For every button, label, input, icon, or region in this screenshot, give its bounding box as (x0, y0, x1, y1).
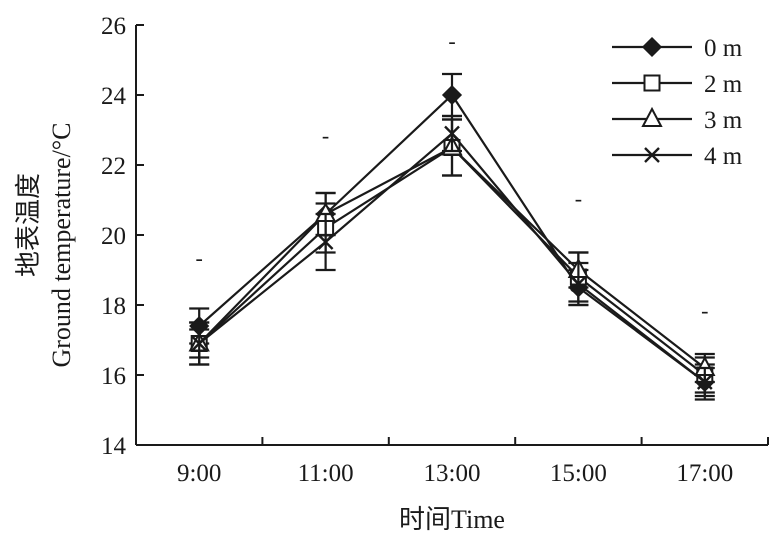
data-point (191, 335, 208, 352)
legend-label: 2 m (704, 71, 743, 98)
y-tick-label: 18 (101, 293, 126, 320)
legend-item: 3 m (612, 106, 743, 134)
data-point (696, 374, 713, 390)
legend-marker (641, 106, 663, 127)
y-tick-label: 22 (101, 153, 126, 180)
y-tick-label: 16 (101, 363, 126, 390)
x-tick-label: 15:00 (550, 460, 607, 487)
series-3m (188, 118, 716, 384)
y-axis-title-chinese: 地表温度 (14, 173, 43, 277)
y-tick-label: 24 (101, 83, 127, 110)
series-4m (189, 114, 715, 398)
legend-marker (644, 147, 660, 163)
significance-mark: - (701, 298, 708, 323)
legend-item: 0 m (612, 35, 743, 62)
legend-label: 3 m (704, 107, 743, 134)
data-point (441, 84, 463, 106)
x-axis-title: 时间Time (399, 505, 505, 534)
x-tick-label: 13:00 (424, 460, 481, 487)
y-axis-title: Ground temperature/°C 地表温度 (14, 122, 76, 367)
x-cross-stroke (317, 234, 334, 250)
y-tick-label: 26 (101, 13, 126, 40)
legend-item: 4 m (612, 143, 743, 170)
y-tick-label: 14 (101, 433, 127, 460)
x-cross-stroke (191, 335, 208, 352)
series-layer (188, 72, 716, 401)
data-point (570, 276, 587, 292)
x-tick-label: 17:00 (676, 460, 733, 487)
significance-mark: - (322, 123, 329, 148)
x-cross-stroke (644, 147, 660, 163)
x-cross-stroke (696, 374, 713, 390)
x-tick-label: 11:00 (298, 460, 354, 487)
significance-mark: - (448, 29, 455, 54)
legend: 0 m 2 m 3 m 4 m (612, 35, 743, 170)
y-tick-label: 20 (101, 223, 126, 250)
legend-item: 2 m (612, 71, 743, 98)
legend-label: 4 m (704, 143, 743, 170)
data-point (444, 125, 460, 142)
legend-label: 0 m (704, 35, 743, 62)
data-point (317, 234, 334, 250)
series-line (198, 146, 706, 376)
x-axis-ticks: 9:00 11:00 13:00 15:00 17:00 (177, 437, 769, 487)
x-cross-stroke (570, 276, 587, 292)
y-axis-title-english: Ground temperature/°C (47, 122, 76, 367)
x-tick-label: 9:00 (177, 460, 221, 487)
x-cross-stroke (444, 125, 460, 142)
significance-annotations: - - - - - (196, 29, 709, 324)
legend-marker (643, 74, 661, 92)
significance-mark: - (575, 186, 582, 211)
legend-marker (641, 36, 663, 58)
y-axis-ticks: 14 16 18 20 22 24 26 (101, 13, 144, 460)
significance-mark: - (196, 246, 203, 271)
